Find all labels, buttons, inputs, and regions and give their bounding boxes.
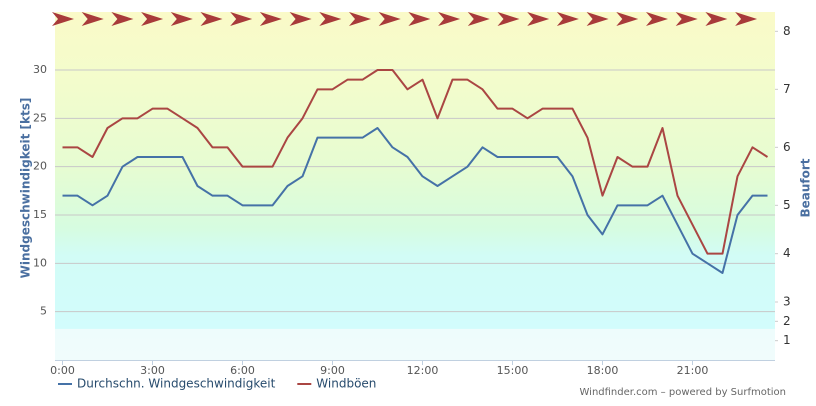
wind-arrow <box>556 12 579 26</box>
y2-tick-label: 5 <box>783 198 791 212</box>
wind-arrow <box>616 12 639 26</box>
wind-arrow <box>200 12 223 26</box>
wind-direction-arrows <box>52 12 758 26</box>
wind-arrow <box>438 12 461 26</box>
wind-arrow <box>586 12 609 26</box>
legend-label: Durchschn. Windgeschwindigkeit <box>77 377 276 391</box>
wind-arrow <box>170 12 193 26</box>
wind-arrow <box>378 12 401 26</box>
y-tick-label: 15 <box>33 208 47 221</box>
y-tick-label: 5 <box>40 305 47 318</box>
x-tick-label: 18:00 <box>587 364 619 377</box>
y2-axis-label: Beaufort <box>799 158 813 217</box>
series-line <box>62 127 768 274</box>
x-tick-label: 9:00 <box>320 364 345 377</box>
plot-background <box>55 12 775 360</box>
y2-tick-label: 2 <box>783 314 791 328</box>
y2-tick-label: 6 <box>783 140 791 154</box>
wind-arrow <box>646 12 668 26</box>
x-tick-label: 21:00 <box>677 364 709 377</box>
x-tick-label: 0:00 <box>50 364 75 377</box>
wind-arrow <box>705 12 728 26</box>
y2-tick-label: 3 <box>783 295 791 309</box>
legend-label: Windböen <box>316 377 376 391</box>
wind-arrow <box>319 12 342 26</box>
wind-arrow <box>259 12 282 26</box>
wind-arrow <box>497 12 520 26</box>
wind-arrow <box>52 12 74 26</box>
y-tick-label: 30 <box>33 63 47 76</box>
x-tick-label: 6:00 <box>230 364 255 377</box>
x-tick-label: 15:00 <box>497 364 529 377</box>
y-tick-label: 25 <box>33 111 47 124</box>
x-tick-label: 3:00 <box>140 364 165 377</box>
y2-tick-label: 8 <box>783 24 791 38</box>
y2-tick-label: 7 <box>783 82 791 96</box>
wind-arrow <box>675 12 698 26</box>
y-axis-label: Windgeschwindigkeit [kts] <box>19 98 33 279</box>
x-tick-label: 12:00 <box>407 364 439 377</box>
wind-arrow <box>230 12 253 26</box>
wind-arrow <box>81 12 104 26</box>
wind-arrow <box>111 12 134 26</box>
wind-arrow <box>141 12 164 26</box>
credit: Windfinder.com – powered by Surfmotion <box>580 387 787 398</box>
y2-tick-label: 1 <box>783 333 791 347</box>
wind-arrow <box>289 12 312 26</box>
wind-arrow <box>408 12 431 26</box>
wind-arrow <box>467 12 490 26</box>
y2-tick-label: 4 <box>783 246 791 260</box>
y-tick-label: 10 <box>33 256 47 269</box>
series-line <box>62 69 769 255</box>
wind-arrow <box>349 12 371 26</box>
wind-arrow <box>527 12 550 26</box>
wind-arrow <box>735 12 758 26</box>
y-tick-label: 20 <box>33 160 47 173</box>
